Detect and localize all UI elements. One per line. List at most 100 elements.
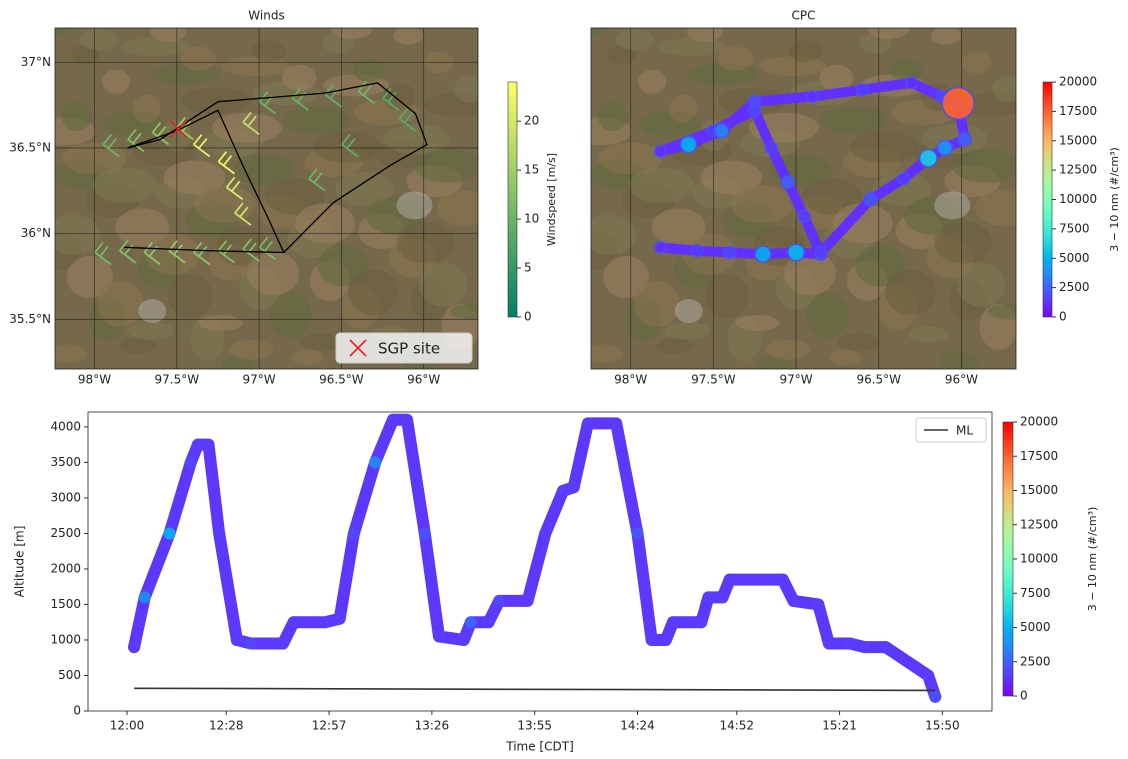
terrain [128,322,174,340]
profile-point [419,527,431,539]
flight-profile [134,420,935,697]
terrain [437,190,493,226]
terrain [656,338,692,354]
terrain [962,51,992,73]
profile-point [695,616,707,628]
terrain [581,215,637,255]
x-tick-label: 13:55 [517,719,552,733]
profile-point [667,616,679,628]
terrain [353,58,385,82]
terrain [62,101,92,131]
terrain [934,222,992,264]
terrain [282,65,316,91]
terrain [988,304,1036,320]
terrain [766,340,810,360]
cpc-point [798,211,810,223]
x-tick-label: 96.5°W [319,373,364,387]
cpc-point [920,149,938,167]
terrain [348,269,398,315]
y-tick-label: 500 [58,668,81,682]
cpc-point [765,142,777,154]
y-tick-label: 0 [73,704,81,718]
profile-point [844,638,856,650]
terrain [414,149,480,183]
terrain [598,101,628,131]
colorbar-tick-label: 7500 [1020,586,1051,600]
chart-title: Winds [248,9,284,23]
colorbar-tick-label: 2500 [1020,654,1051,668]
x-tick-label: 14:24 [620,719,655,733]
profile-point [812,598,824,610]
terrain [669,94,697,122]
colorbar-label: 3 − 10 nm (#/cm³) [1108,147,1121,252]
profile-point [387,414,399,426]
colorbar-label: 3 − 10 nm (#/cm³) [1086,507,1099,612]
terrain [957,263,1005,307]
cpc-point [724,246,736,258]
colorbar-tick-label: 15000 [1059,133,1097,147]
profile-point [185,456,197,468]
x-tick-label: 15:50 [925,719,960,733]
terrain [657,38,727,56]
x-axis-label: Time [CDT] [505,740,574,754]
y-tick-label: 4000 [50,419,81,433]
terrain [939,351,979,371]
profile-point [724,574,736,586]
legend-label: ML [956,424,973,438]
chart-title: CPC [792,9,816,23]
profile-point [568,481,580,493]
profile-point [277,638,289,650]
profile-point [245,638,257,650]
terrain [397,222,455,264]
terrain [181,47,217,71]
profile-point [433,630,445,642]
terrain [992,76,1022,102]
cpc-point [655,242,667,254]
terrain [80,28,118,50]
terrain [120,38,190,56]
colorbar-tick-label: 20 [524,114,539,128]
profile-point [702,591,714,603]
profile-point [213,527,225,539]
profile-point [348,527,360,539]
cpc-point [680,136,696,152]
profile-point [288,616,300,628]
x-tick-label: 96°W [945,373,978,387]
terrain [820,106,888,134]
terrain [93,167,157,203]
colorbar-tick-label: 12500 [1059,163,1097,177]
x-tick-label: 96.5°W [856,373,901,387]
terrain [731,185,793,223]
figure: 98°W97.5°W97°W96.5°W96°W35.5°N36°N36.5°N… [0,0,1128,759]
terrain [269,292,311,338]
terrain [199,315,243,331]
profile-point [465,616,477,628]
terrain [952,149,1018,183]
terrain [718,47,754,71]
cpc-point [856,84,868,96]
ml-line [134,688,935,690]
cpc-point [807,91,819,103]
colorbar-tick-label: 17500 [1059,104,1097,118]
profile-point [334,613,346,625]
profile-point [401,414,413,426]
terrain [687,22,723,42]
terrain [194,185,256,223]
terrain [975,190,1031,226]
colorbar-tick-label: 5000 [1059,251,1090,265]
colorbar [1043,82,1052,317]
x-tick-label: 98°W [78,373,111,387]
terrain [181,88,251,114]
profile-point [128,641,140,653]
cpc-point [781,176,794,189]
y-tick-label: 1500 [50,597,81,611]
terrain [150,22,186,42]
y-axis-label: Altitude [m] [13,526,27,598]
profile-point [458,634,470,646]
x-tick-label: 13:26 [415,719,450,733]
terrain [133,94,161,122]
colorbar [508,82,517,317]
terrain [807,292,849,338]
terrain [292,350,324,366]
profile-point [493,595,505,607]
